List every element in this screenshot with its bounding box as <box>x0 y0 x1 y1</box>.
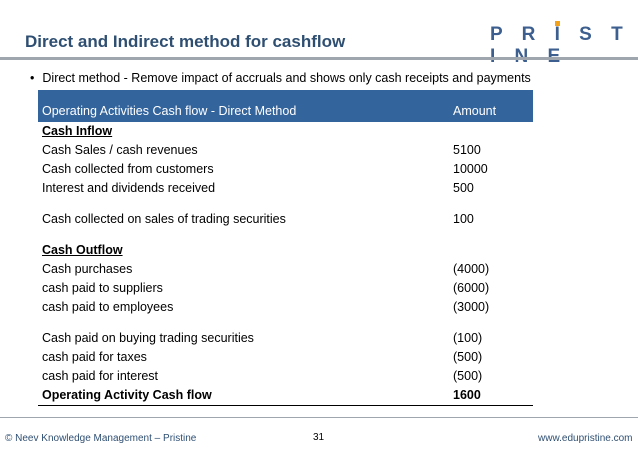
row-description: Cash Sales / cash revenues <box>42 143 198 157</box>
header-description: Operating Activities Cash flow - Direct … <box>42 104 297 118</box>
row-amount: 10000 <box>453 162 488 176</box>
row-description: Cash collected on sales of trading secur… <box>42 212 286 226</box>
section-heading-inflow: Cash Inflow <box>42 124 113 138</box>
footer-divider <box>0 417 638 418</box>
table-row: Interest and dividends received 500 <box>38 179 533 198</box>
row-amount: (6000) <box>453 281 490 295</box>
total-amount: 1600 <box>453 388 481 402</box>
row-amount: (100) <box>453 331 483 345</box>
table-row: cash paid for interest (500) <box>38 367 533 386</box>
row-amount: 100 <box>453 212 474 226</box>
bullet-point: • Direct method - Remove impact of accrua… <box>30 71 531 85</box>
slide-title: Direct and Indirect method for cashflow <box>25 32 346 51</box>
pristine-logo: P R I S T I N E <box>490 21 638 68</box>
row-description: cash paid for interest <box>42 369 159 383</box>
row-amount: 5100 <box>453 143 481 157</box>
row-description: cash paid for taxes <box>42 350 147 364</box>
row-description: Interest and dividends received <box>42 181 216 195</box>
bullet-text: Direct method - Remove impact of accrual… <box>42 71 531 85</box>
bullet-dot-icon: • <box>30 71 35 85</box>
table-row: cash paid to employees (3000) <box>38 298 533 317</box>
table-row: Cash Inflow <box>38 122 533 141</box>
table-row: Cash Outflow <box>38 241 533 260</box>
row-amount: 500 <box>453 181 474 195</box>
table-bottom-border <box>38 405 533 406</box>
row-description: Cash paid on buying trading securities <box>42 331 254 345</box>
row-amount: (3000) <box>453 300 490 314</box>
title-divider <box>0 57 638 60</box>
footer-copyright: © Neev Knowledge Management – Pristine <box>5 433 197 444</box>
logo-accent-mark <box>554 21 560 26</box>
page-number: 31 <box>313 432 325 443</box>
table-row: Cash collected on sales of trading secur… <box>38 210 533 229</box>
row-description: Cash purchases <box>42 262 133 276</box>
total-description: Operating Activity Cash flow <box>42 388 212 402</box>
row-amount: (500) <box>453 350 483 364</box>
table-header: Operating Activities Cash flow - Direct … <box>38 90 533 122</box>
row-description: cash paid to employees <box>42 300 174 314</box>
table-row: Cash purchases (4000) <box>38 260 533 279</box>
table-row: cash paid for taxes (500) <box>38 348 533 367</box>
header-amount: Amount <box>453 104 497 118</box>
table-total-row: Operating Activity Cash flow 1600 <box>38 386 533 405</box>
cashflow-table: Operating Activities Cash flow - Direct … <box>38 90 533 406</box>
table-row: Cash Sales / cash revenues 5100 <box>38 141 533 160</box>
table-row: Cash paid on buying trading securities (… <box>38 329 533 348</box>
table-row: cash paid to suppliers (6000) <box>38 279 533 298</box>
table-row: Cash collected from customers 10000 <box>38 160 533 179</box>
row-amount: (500) <box>453 369 483 383</box>
row-amount: (4000) <box>453 262 490 276</box>
footer-website: www.edupristine.com <box>538 433 633 444</box>
row-description: cash paid to suppliers <box>42 281 163 295</box>
section-heading-outflow: Cash Outflow <box>42 243 123 257</box>
row-description: Cash collected from customers <box>42 162 214 176</box>
